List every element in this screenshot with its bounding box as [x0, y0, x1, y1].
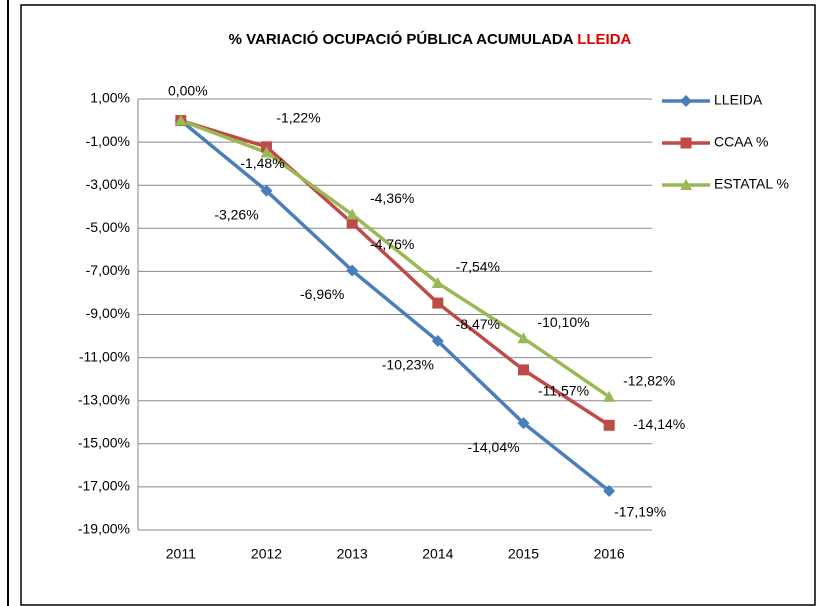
data-label: -11,57%: [538, 383, 589, 399]
data-point: [260, 146, 273, 158]
data-label: -14,14%: [633, 416, 685, 432]
data-point: [431, 335, 444, 348]
data-point: [517, 332, 530, 344]
data-point: [346, 208, 359, 220]
legend-label: CCAA %: [714, 134, 768, 150]
y-tick-label: -17,00%: [78, 478, 130, 494]
legend-marker: [680, 137, 692, 149]
x-tick-label: 2013: [337, 546, 368, 562]
chart-frame: [20, 4, 816, 606]
data-label: -14,04%: [467, 439, 519, 455]
y-tick-label: 1,00%: [90, 90, 130, 106]
data-point: [431, 277, 444, 289]
y-tick-label: -1,00%: [86, 133, 130, 149]
series-line: [179, 119, 611, 493]
data-label: -10,23%: [382, 357, 434, 373]
y-tick-label: -9,00%: [86, 305, 130, 321]
data-point: [432, 297, 444, 309]
title-text: % VARIACIÓ OCUPACIÓ PÚBLICA ACUMULADA: [229, 30, 574, 48]
y-tick-label: -7,00%: [86, 262, 130, 278]
x-tick-label: 2015: [508, 546, 539, 562]
y-tick-label: -3,00%: [86, 176, 130, 192]
data-label: -17,19%: [614, 504, 666, 520]
data-point: [603, 419, 615, 431]
data-label: -7,54%: [456, 259, 500, 275]
legend-marker: [680, 179, 692, 190]
data-label: -1,22%: [276, 110, 320, 126]
y-tick-label: -19,00%: [78, 521, 130, 537]
x-tick-label: 2016: [594, 546, 625, 562]
data-label: -1,48%: [240, 155, 284, 171]
y-tick-label: -13,00%: [78, 391, 130, 407]
y-tick-label: -5,00%: [86, 219, 130, 235]
legend-label: LLEIDA: [714, 92, 763, 108]
x-tick-label: 2014: [422, 546, 453, 562]
x-tick-label: 2012: [251, 546, 282, 562]
data-point: [603, 484, 616, 497]
series-line: [180, 118, 611, 427]
data-point: [346, 217, 358, 229]
y-tick-label: -15,00%: [78, 435, 130, 451]
data-point: [518, 364, 529, 376]
legend-marker: [680, 95, 692, 107]
legend-label: ESTATAL %: [714, 176, 789, 192]
data-label: -10,10%: [537, 314, 589, 330]
data-label: -8,47%: [456, 316, 500, 332]
data-label: -4,36%: [370, 190, 414, 206]
y-tick-label: -11,00%: [79, 348, 130, 364]
data-label: -4,76%: [370, 236, 414, 252]
data-label: -6,96%: [300, 286, 344, 302]
x-tick-label: 2011: [166, 546, 196, 562]
data-label: 0,00%: [168, 82, 208, 98]
data-label: -3,26%: [214, 207, 258, 223]
series-line: [180, 118, 611, 399]
title-highlight: LLEIDA: [577, 31, 631, 48]
data-label: -12,82%: [623, 373, 675, 389]
data-point: [346, 264, 359, 277]
data-point: [174, 114, 187, 126]
data-point: [603, 390, 616, 402]
data-point: [517, 417, 530, 430]
data-point: [260, 184, 273, 197]
chart-title: % VARIACIÓ OCUPACIÓ PÚBLICA ACUMULADA LL…: [229, 30, 632, 48]
